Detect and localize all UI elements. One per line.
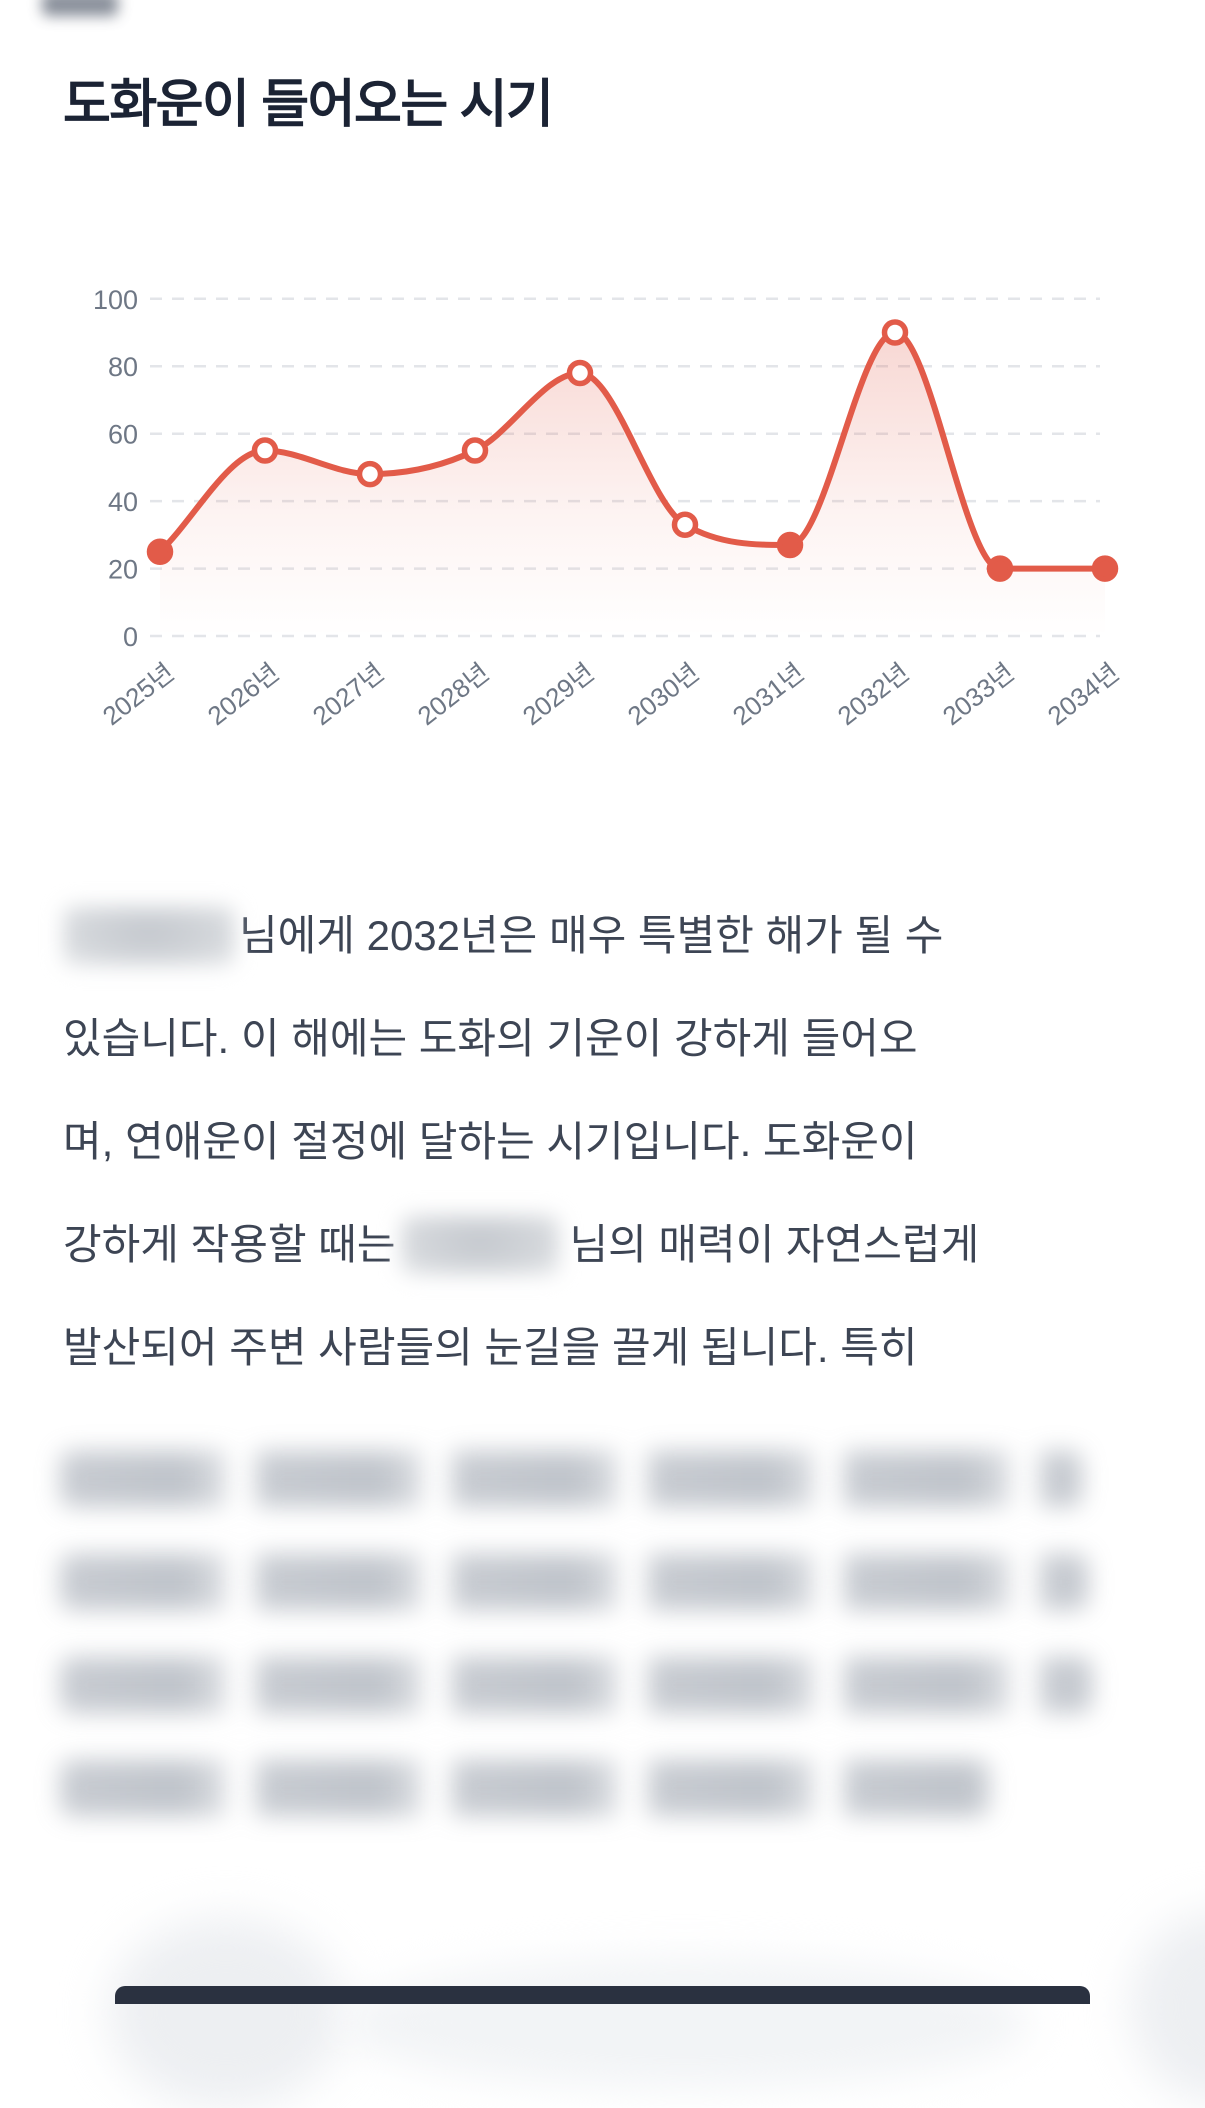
y-tick-label: 20 bbox=[108, 555, 138, 585]
blurred-next-section-shape bbox=[108, 1918, 344, 2108]
x-tick-label: 2027년 bbox=[307, 657, 390, 731]
data-point-2030년 bbox=[671, 511, 699, 538]
blurred-next-section-shape bbox=[1130, 1912, 1205, 2102]
y-tick-label: 80 bbox=[108, 352, 138, 382]
y-tick-label: 60 bbox=[108, 420, 138, 450]
paragraph-text: 발산되어 주변 사람들의 눈길을 끌게 됩니다. 특히 bbox=[63, 1324, 918, 1371]
paragraph-text: 있습니다. 이 해에는 도화의 기운이 강하게 들어오 bbox=[63, 1015, 918, 1062]
next-section-top-edge bbox=[115, 1986, 1090, 2004]
data-point-2034년 bbox=[1091, 555, 1119, 582]
paragraph-text: 님에게 2032년은 매우 특별한 해가 될 수 bbox=[239, 912, 944, 959]
data-point-2032년 bbox=[881, 319, 909, 346]
x-tick-label: 2029년 bbox=[517, 657, 600, 731]
paragraph-line: 있습니다. 이 해에는 도화의 기운이 강하게 들어오 bbox=[63, 987, 1173, 1090]
data-point-2029년 bbox=[566, 359, 594, 387]
paragraph-text: 며, 연애운이 절정에 달하는 시기입니다. 도화운이 bbox=[63, 1118, 918, 1165]
redacted-text-blur bbox=[60, 1657, 1092, 1713]
data-point-2031년 bbox=[776, 531, 804, 559]
paragraph-text: 님의 매력이 자연스럽게 bbox=[569, 1221, 980, 1268]
redacted-text-line bbox=[60, 1427, 1170, 1530]
page-title: 도화운이 들어오는 시기 bbox=[63, 76, 554, 134]
x-tick-label: 2025년 bbox=[97, 657, 180, 731]
area-fill bbox=[160, 332, 1105, 636]
paragraph-line: 님에게 2032년은 매우 특별한 해가 될 수 bbox=[63, 884, 1173, 987]
paragraph-line: 며, 연애운이 절정에 달하는 시기입니다. 도화운이 bbox=[63, 1090, 1173, 1193]
x-tick-label: 2033년 bbox=[937, 657, 1020, 731]
blurred-paragraph bbox=[60, 1427, 1170, 1839]
data-point-2027년 bbox=[356, 460, 384, 488]
blurred-user-name bbox=[401, 1214, 560, 1275]
data-point-2033년 bbox=[986, 555, 1014, 582]
x-tick-label: 2030년 bbox=[622, 657, 705, 731]
redacted-text-line bbox=[60, 1530, 1170, 1633]
paragraph-text: 강하게 작용할 때는 bbox=[63, 1221, 396, 1268]
redacted-text-blur bbox=[60, 1760, 990, 1816]
x-tick-label: 2034년 bbox=[1042, 657, 1125, 731]
x-tick-label: 2032년 bbox=[832, 657, 915, 731]
data-point-2025년 bbox=[146, 538, 174, 565]
x-tick-label: 2031년 bbox=[727, 657, 810, 731]
y-tick-label: 40 bbox=[108, 487, 138, 517]
data-point-2028년 bbox=[461, 437, 489, 464]
cropped-blurred-text bbox=[42, 0, 118, 16]
blurred-user-name bbox=[63, 905, 235, 966]
redacted-text-line bbox=[60, 1736, 1170, 1839]
redacted-text-line bbox=[60, 1633, 1170, 1736]
data-point-2026년 bbox=[251, 437, 279, 464]
line-series bbox=[157, 329, 1108, 572]
x-tick-label: 2026년 bbox=[202, 657, 285, 731]
redacted-text-blur bbox=[60, 1451, 1082, 1507]
peach-blossom-luck-line-chart: 0 20 40 60 80 100 2025년 2026년 2027년 2028년 2029년 203… bbox=[93, 285, 1125, 731]
x-tick-label: 2028년 bbox=[412, 657, 495, 731]
paragraph-line: 강하게 작용할 때는 님의 매력이 자연스럽게 bbox=[63, 1193, 1173, 1296]
blurred-next-section-shape bbox=[340, 1958, 1030, 2088]
paragraph-line: 발산되어 주변 사람들의 눈길을 끌게 됩니다. 특히 bbox=[63, 1296, 1173, 1399]
y-tick-label: 100 bbox=[93, 285, 138, 315]
redacted-text-blur bbox=[60, 1554, 1088, 1610]
y-tick-label: 0 bbox=[123, 622, 138, 652]
